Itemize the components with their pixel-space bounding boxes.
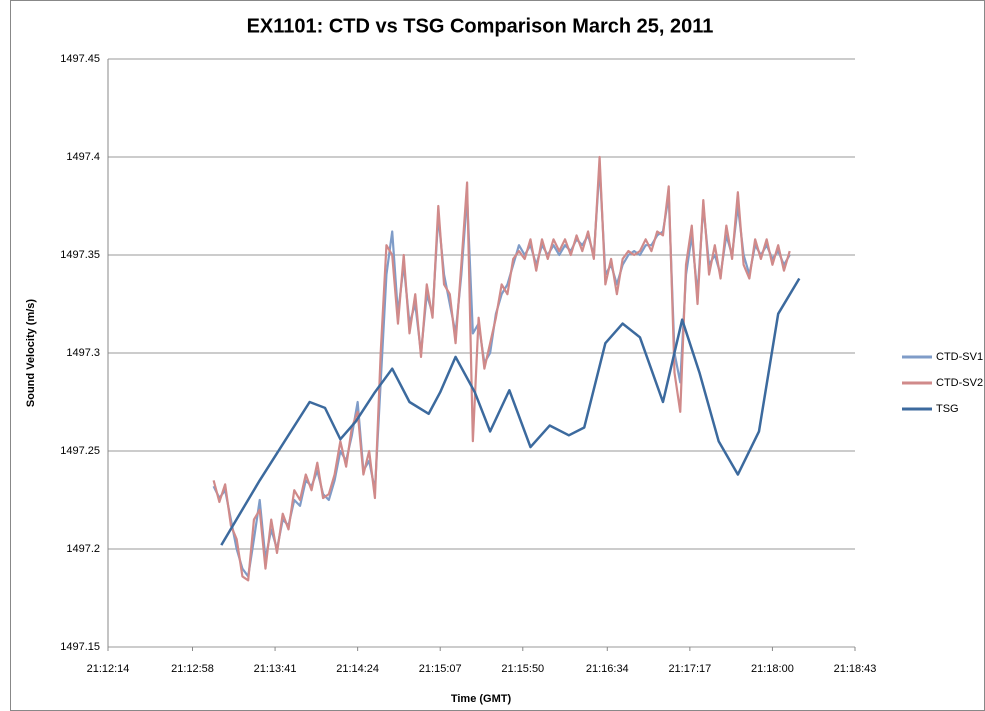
y-axis-title: Sound Velocity (m/s) [25,299,37,408]
legend-label: CTD-SV1 [936,351,983,363]
x-tick-label: 21:13:41 [254,663,297,675]
y-tick-label: 1497.35 [60,249,100,261]
x-tick-label: 21:18:00 [751,663,794,675]
x-tick-label: 21:15:07 [419,663,462,675]
y-tick-label: 1497.4 [66,151,100,163]
chart-title: EX1101: CTD vs TSG Comparison March 25, … [247,15,714,37]
x-axis-title: Time (GMT) [451,693,512,705]
x-tick-label: 21:16:34 [586,663,629,675]
legend-label: TSG [936,403,959,415]
x-tick-label: 21:12:58 [171,663,214,675]
y-tick-label: 1497.2 [66,543,100,555]
x-tick-label: 21:12:14 [87,663,130,675]
x-tick-label: 21:18:43 [834,663,877,675]
y-tick-label: 1497.3 [66,347,100,359]
line-series [220,277,801,546]
y-tick-label: 1497.15 [60,641,100,653]
x-tick-label: 21:14:24 [336,663,379,675]
x-tick-label: 21:17:17 [668,663,711,675]
chart-border [10,0,985,711]
x-tick-label: 21:15:50 [501,663,544,675]
line-series [212,155,791,582]
legend-label: CTD-SV2 [936,377,983,389]
y-tick-label: 1497.45 [60,53,100,65]
y-tick-label: 1497.25 [60,445,100,457]
